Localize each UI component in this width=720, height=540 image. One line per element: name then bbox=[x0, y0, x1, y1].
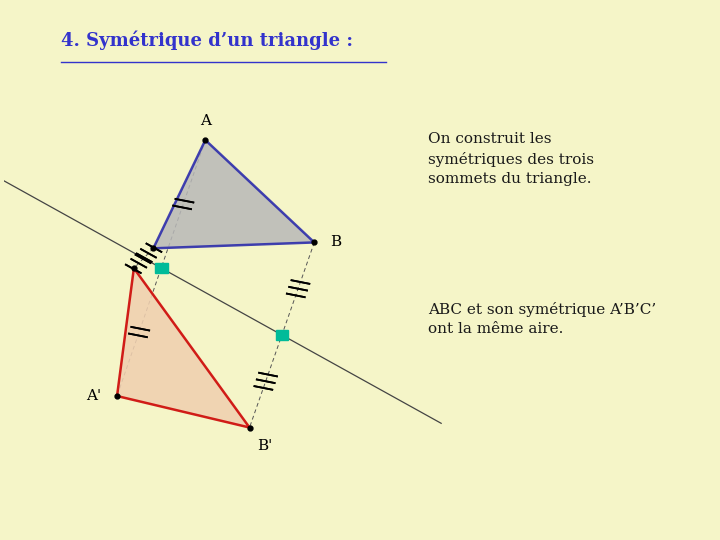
Bar bbox=[155, 263, 168, 273]
Text: 4. Symétrique d’un triangle :: 4. Symétrique d’un triangle : bbox=[60, 31, 353, 50]
Text: A: A bbox=[200, 114, 211, 129]
Text: A': A' bbox=[86, 389, 102, 403]
Text: On construit les
symétriques des trois
sommets du triangle.: On construit les symétriques des trois s… bbox=[428, 132, 594, 186]
Text: B: B bbox=[330, 235, 341, 249]
Polygon shape bbox=[153, 140, 315, 248]
Text: ABC et son symétrique A’B’C’
ont la même aire.: ABC et son symétrique A’B’C’ ont la même… bbox=[428, 302, 657, 336]
Polygon shape bbox=[117, 268, 250, 428]
Bar bbox=[276, 330, 288, 340]
Text: B': B' bbox=[257, 439, 273, 453]
